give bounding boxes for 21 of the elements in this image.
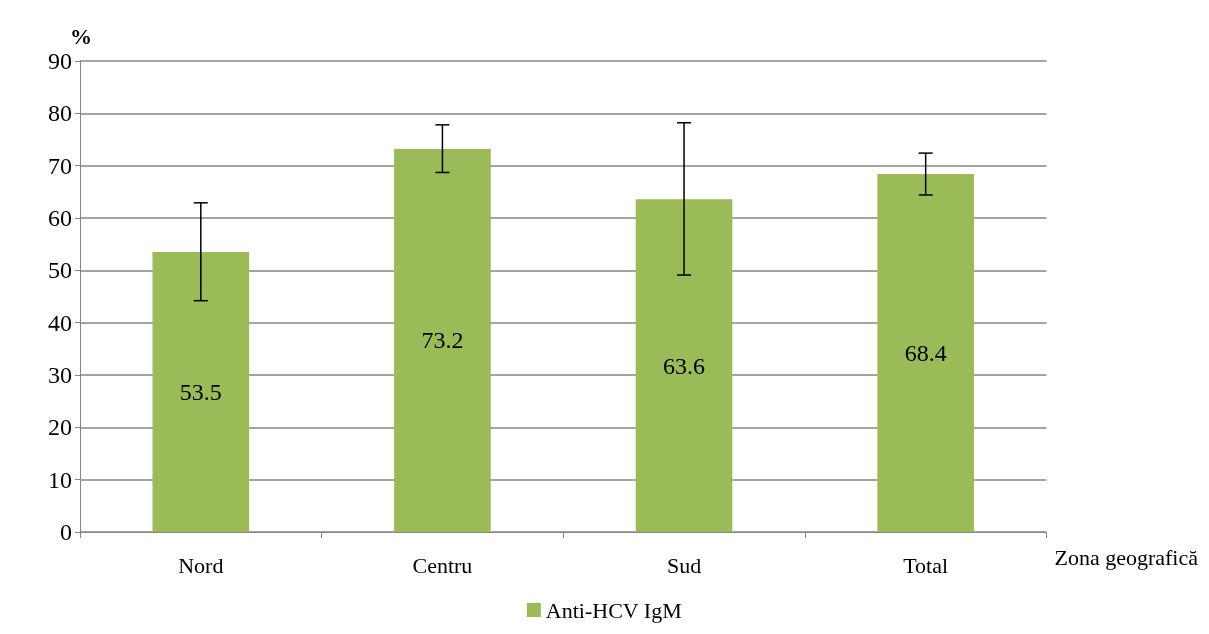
y-tick-label: 80 — [48, 100, 72, 127]
x-axis-title: Zona geografică — [1054, 544, 1199, 570]
y-axis-title: % — [70, 23, 92, 49]
x-tick-label: Nord — [178, 552, 224, 578]
y-tick-label: 60 — [48, 205, 72, 231]
y-tick-label: 70 — [48, 152, 72, 179]
legend-label: Anti-HCV IgM — [545, 597, 682, 623]
y-tick-label: 50 — [48, 257, 72, 284]
y-tick-label: 0 — [60, 519, 72, 545]
x-tick-label: Centru — [412, 552, 473, 578]
y-tick-label: 40 — [48, 309, 72, 336]
y-tick-label: 90 — [48, 48, 72, 74]
y-tick-label: 20 — [48, 414, 72, 441]
data-label: 73.2 — [421, 327, 464, 354]
x-tick-label: Total — [903, 552, 949, 578]
y-tick-label: 10 — [48, 466, 72, 493]
data-label: 63.6 — [663, 352, 706, 379]
y-tick-label: 30 — [48, 362, 72, 388]
x-tick-label: Sud — [666, 552, 702, 578]
data-label: 68.4 — [904, 340, 947, 367]
data-label: 53.5 — [179, 379, 222, 406]
